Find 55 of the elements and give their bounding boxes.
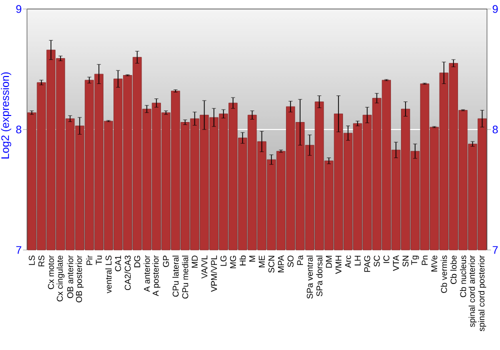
x-tick-label: RS bbox=[38, 256, 44, 266]
x-tick-label: Pn bbox=[422, 256, 428, 265]
x-tick-label: DG bbox=[134, 256, 140, 268]
x-tick-label: GP bbox=[162, 256, 169, 268]
x-tick-label: SC bbox=[374, 256, 380, 267]
x-tick-label: VMH bbox=[336, 256, 342, 274]
x-tick-label: M bbox=[249, 256, 256, 262]
x-tick-label: LS bbox=[28, 256, 35, 265]
x-tick-label: SN bbox=[402, 256, 409, 267]
x-tick-label: SO bbox=[288, 256, 294, 268]
x-tick-label: A posterior bbox=[152, 255, 160, 296]
x-tick-label: OB anterior bbox=[67, 255, 74, 298]
y-tick-label: 9 bbox=[16, 5, 22, 13]
x-tick-label: SCN bbox=[268, 256, 274, 273]
y2-tick-label: 9 bbox=[492, 5, 498, 13]
x-tick-label: SPa ventral bbox=[306, 256, 313, 299]
x-tick-label: Cb lobe bbox=[450, 256, 457, 284]
x-tick-label: Hb bbox=[240, 256, 246, 266]
x-tick-label: ventral LS bbox=[105, 256, 112, 294]
x-tick-label: ME bbox=[258, 256, 265, 268]
x-tick-label: CA2/CA3 bbox=[124, 256, 131, 290]
x-tick-label: Cx cingulate bbox=[56, 256, 64, 302]
x-tick-label: Cx motor bbox=[48, 255, 54, 290]
x-tick-label: Cb nucleus bbox=[460, 256, 466, 298]
x-tick-label: MPA bbox=[278, 255, 284, 272]
x-tick-label: Pa bbox=[297, 255, 304, 265]
x-tick-label: A anterior bbox=[144, 255, 150, 292]
x-tick-label: PAG bbox=[364, 256, 370, 272]
x-tick-label: MD bbox=[192, 256, 198, 268]
x-tick-label: VPM/VPL bbox=[210, 255, 217, 292]
x-tick-label: DM bbox=[326, 256, 332, 268]
x-tick-label: VTA bbox=[393, 255, 399, 272]
y-axis-title: Log2 (expression) bbox=[0, 72, 12, 158]
x-tick-label: OB posterior bbox=[76, 255, 84, 302]
x-tick-label: CA1 bbox=[115, 256, 122, 272]
x-tick-label: Tg bbox=[411, 256, 419, 265]
x-tick-label: spinal cord anterior bbox=[468, 255, 477, 327]
x-tick-label: IC bbox=[383, 256, 390, 263]
x-tick-label: Pir bbox=[86, 255, 92, 265]
y-tick-label: 8 bbox=[16, 126, 22, 134]
x-tick-label: Tu bbox=[96, 256, 102, 265]
x-tick-label: Arc bbox=[345, 255, 351, 268]
x-tick-label: spinal cord posterior bbox=[478, 255, 486, 332]
x-tick-label: VA/VL bbox=[201, 255, 208, 279]
x-tick-label: CPu lateral bbox=[172, 256, 179, 297]
x-tick-label: SPa dorsal bbox=[316, 256, 322, 296]
x-tick-label: CPu medial bbox=[182, 256, 188, 299]
x-tick-label: MVe bbox=[431, 256, 438, 272]
x-tick-label: LG bbox=[220, 256, 226, 266]
x-tick-label: Cb vermis bbox=[440, 256, 447, 293]
x-tick-label: MG bbox=[230, 256, 236, 268]
x-tick-label: LH bbox=[354, 256, 361, 266]
y2-tick-label: 8 bbox=[492, 126, 498, 134]
y-tick-label: 7 bbox=[16, 246, 22, 254]
y2-tick-label: 7 bbox=[492, 246, 498, 254]
